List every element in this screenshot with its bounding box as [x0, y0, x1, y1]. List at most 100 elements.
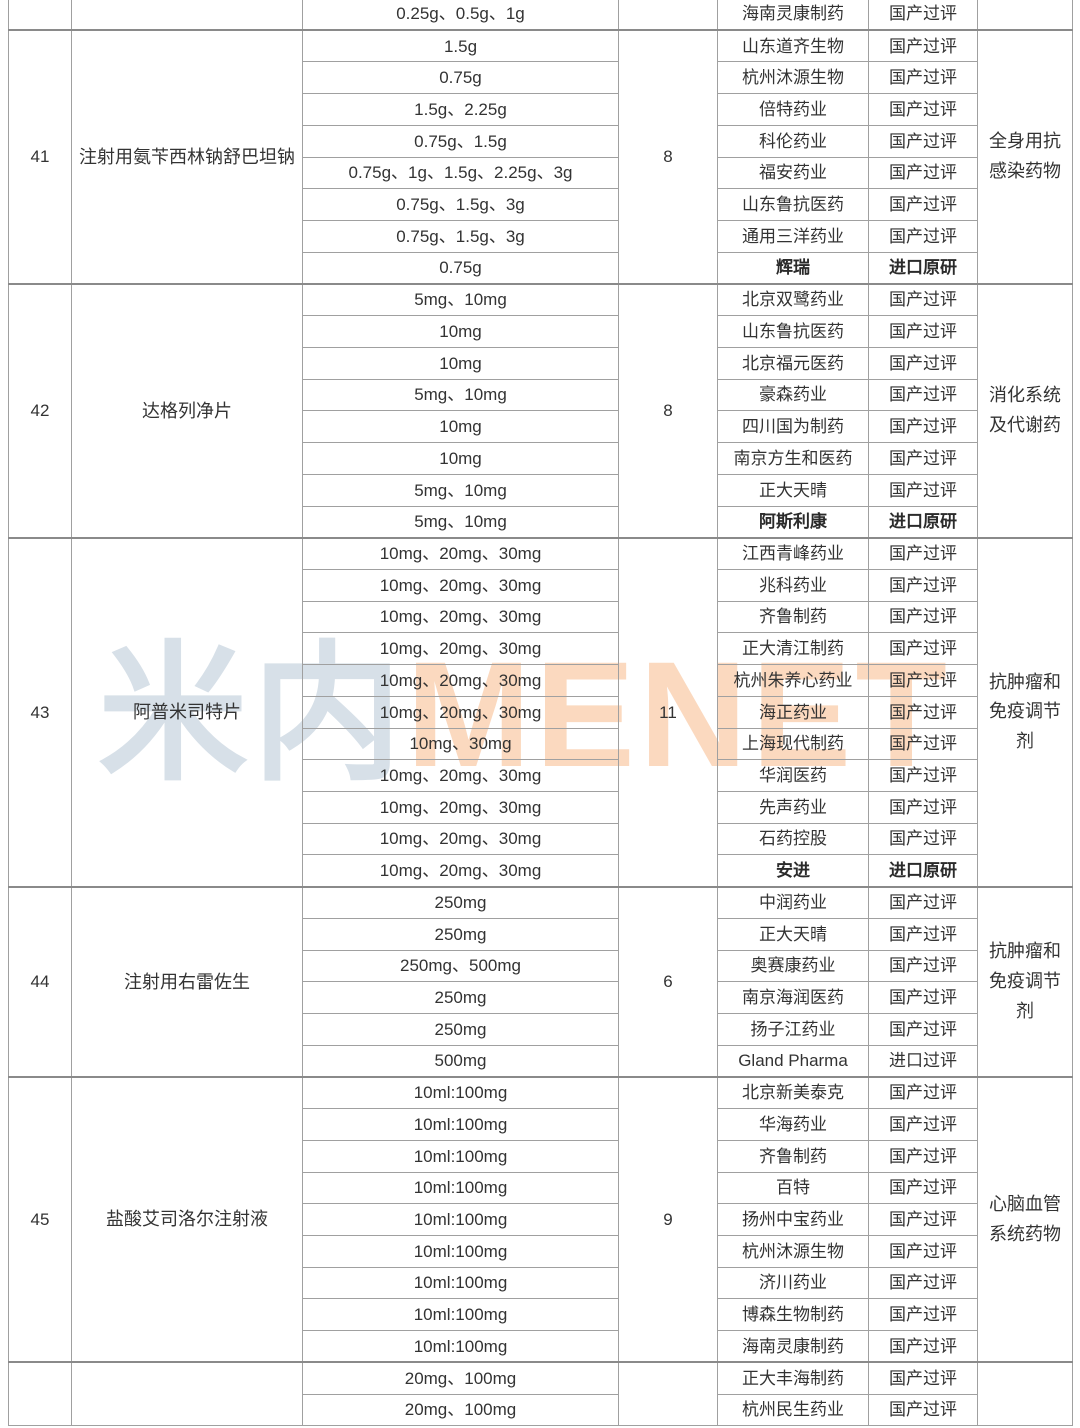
manufacturer-cell: 辉瑞 [717, 251, 869, 285]
status-cell: 国产过评 [868, 1139, 978, 1173]
spec-cell: 10mg、20mg、30mg [302, 759, 619, 792]
spec-cell: 1.5g [302, 29, 619, 63]
status-cell: 国产过评 [868, 822, 978, 856]
category-cell: 抗肿瘤和免疫调节剂 [977, 885, 1073, 1078]
spec-cell: 10mg、20mg、30mg [302, 790, 619, 824]
row-number-cell: 41 [8, 29, 72, 285]
category-cell: 消化系统及代谢药 [977, 282, 1073, 539]
drug-row: 0.75g、1.5g、3g 通用三洋药业 国产过评 [9, 220, 1073, 253]
spec-cell: 10ml:100mg [302, 1075, 619, 1110]
spec-cell: 10mg、20mg、30mg [302, 822, 619, 856]
drug-name-cell: 阿普米司特片 [71, 536, 303, 888]
status-cell: 国产过评 [868, 124, 978, 158]
manufacturer-cell: 杭州朱养心药业 [717, 664, 869, 697]
drug-row: 10mg 四川国为制药 国产过评 [9, 410, 1073, 444]
row-number-cell: 42 [8, 282, 72, 539]
drug-row: 42 达格列净片 5mg、10mg 8 北京双鹭药业 国产过评 消化系统及代谢药 [8, 282, 1073, 539]
manufacturer-cell: 山东鲁抗医药 [717, 188, 869, 222]
count-cell: 9 [618, 1075, 718, 1363]
drug-row: 10ml:100mg 扬州中宝药业 国产过评 [9, 1203, 1073, 1237]
drug-row: 5mg、10mg 阿斯利康 进口原研 [9, 505, 1073, 539]
spec-cell: 20mg、100mg [302, 1393, 619, 1427]
spec-cell: 5mg、10mg [302, 282, 619, 317]
manufacturer-cell: 北京双鹭药业 [717, 282, 869, 317]
spec-cell: 0.25g、0.5g、1g [302, 0, 619, 31]
manufacturer-cell: 济川药业 [717, 1266, 869, 1300]
drug-row: 10ml:100mg 百特 国产过评 [9, 1171, 1073, 1205]
drug-row: 10mg、20mg、30mg 先声药业 国产过评 [9, 790, 1073, 824]
drug-row: 250mg 扬子江药业 国产过评 [9, 1013, 1073, 1046]
drug-name-cell: 达格列净片 [71, 282, 303, 539]
spec-cell: 0.75g、1.5g、3g [302, 188, 619, 222]
drug-row: 10mg、20mg、30mg 齐鲁制药 国产过评 [9, 600, 1073, 634]
spec-cell: 250mg [302, 981, 619, 1014]
manufacturer-cell: 杭州沐源生物 [717, 61, 869, 95]
spec-cell: 0.75g、1.5g [302, 124, 619, 158]
manufacturer-cell: 华润医药 [717, 759, 869, 792]
spec-cell: 10mg、20mg、30mg [302, 632, 619, 666]
category-cell: 心脑血管系统药物 [977, 1075, 1073, 1363]
drug-row: 10mg、20mg、30mg 正大清江制药 国产过评 [9, 632, 1073, 666]
spec-cell: 250mg [302, 917, 619, 951]
status-cell: 国产过评 [868, 917, 978, 951]
drug-row: 0.75g 杭州沐源生物 国产过评 [9, 61, 1073, 95]
status-cell: 国产过评 [868, 949, 978, 983]
spec-cell: 5mg、10mg [302, 505, 619, 539]
spec-cell: 10ml:100mg [302, 1298, 619, 1332]
count-cell: 6 [618, 885, 718, 1078]
drug-row: 45 盐酸艾司洛尔注射液 10ml:100mg 9 北京新美泰克 国产过评 心脑血管系统药物 [8, 1075, 1073, 1363]
status-cell: 国产过评 [868, 632, 978, 666]
status-cell: 国产过评 [868, 29, 978, 63]
status-cell: 国产过评 [868, 885, 978, 919]
row-number-cell [8, 0, 72, 31]
count-cell: 8 [618, 282, 718, 539]
status-cell: 国产过评 [868, 1013, 978, 1046]
drug-row: 10mg 北京福元医药 国产过评 [9, 346, 1073, 380]
drug-row: 5mg、10mg 正大天晴 国产过评 [9, 473, 1073, 507]
manufacturer-cell: 石药控股 [717, 822, 869, 856]
status-cell: 国产过评 [868, 695, 978, 729]
spec-cell: 10mg [302, 410, 619, 444]
status-cell: 国产过评 [868, 410, 978, 444]
manufacturer-cell: 通用三洋药业 [717, 220, 869, 253]
status-cell: 国产过评 [868, 1361, 978, 1395]
drug-row: 10ml:100mg 博森生物制药 国产过评 [9, 1298, 1073, 1332]
drug-row: 250mg、500mg 奥赛康药业 国产过评 [9, 949, 1073, 983]
drug-table-body: 0.25g、0.5g、1g 海南灵康制药 国产过评 41 注射用氨苄西林钠舒巴坦钠 1.5… [8, 0, 1073, 1427]
status-cell: 国产过评 [868, 220, 978, 253]
spec-cell: 0.75g、1g、1.5g、2.25g、3g [302, 156, 619, 190]
drug-row: 0.25g、0.5g、1g 海南灵康制药 国产过评 [8, 0, 1073, 31]
spec-cell: 10mg、20mg、30mg [302, 568, 619, 602]
manufacturer-cell: 兆科药业 [717, 568, 869, 602]
manufacturer-cell: 上海现代制药 [717, 727, 869, 761]
manufacturer-cell: 齐鲁制药 [717, 600, 869, 634]
manufacturer-cell: 中润药业 [717, 885, 869, 919]
status-cell: 国产过评 [868, 1266, 978, 1300]
drug-row: 41 注射用氨苄西林钠舒巴坦钠 1.5g 8 山东道齐生物 国产过评 全身用抗感染药物 [8, 29, 1073, 285]
status-cell: 国产过评 [868, 727, 978, 761]
status-cell: 国产过评 [868, 1203, 978, 1237]
spec-cell: 10ml:100mg [302, 1139, 619, 1173]
spec-cell: 0.75g [302, 251, 619, 285]
spec-cell: 10ml:100mg [302, 1203, 619, 1237]
status-cell: 国产过评 [868, 536, 978, 570]
status-cell: 国产过评 [868, 790, 978, 824]
status-cell: 国产过评 [868, 282, 978, 317]
manufacturer-cell: 福安药业 [717, 156, 869, 190]
spec-cell: 10mg [302, 442, 619, 475]
manufacturer-cell: 正大丰海制药 [717, 1361, 869, 1395]
spec-cell: 250mg [302, 1013, 619, 1046]
spec-cell: 1.5g、2.25g [302, 93, 619, 126]
status-cell: 进口原研 [868, 251, 978, 285]
spec-cell: 10mg [302, 315, 619, 348]
count-cell: 8 [618, 29, 718, 285]
category-cell [977, 0, 1073, 31]
status-cell: 国产过评 [868, 0, 978, 31]
manufacturer-cell: 豪森药业 [717, 378, 869, 412]
row-number-cell: 44 [8, 885, 72, 1078]
manufacturer-cell: 正大清江制药 [717, 632, 869, 666]
count-cell: 11 [618, 536, 718, 888]
manufacturer-cell: 南京方生和医药 [717, 442, 869, 475]
spec-cell: 5mg、10mg [302, 378, 619, 412]
